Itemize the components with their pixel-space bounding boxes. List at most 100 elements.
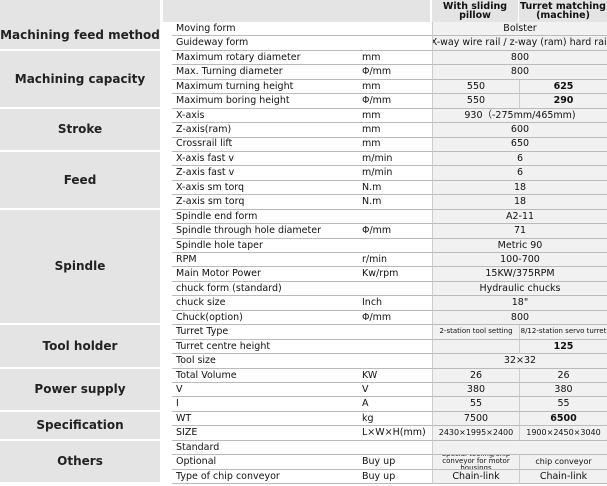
- value: 800: [432, 310, 607, 326]
- value: 550: [432, 79, 519, 95]
- param-label: Turret centre height: [172, 340, 360, 355]
- unit: N.m: [360, 181, 432, 196]
- unit: N.m: [360, 195, 432, 210]
- unit: V: [360, 383, 432, 398]
- unit: L×W×H(mm): [360, 426, 432, 441]
- value: 125: [519, 339, 607, 355]
- value: 2-station tool setting: [432, 325, 519, 340]
- unit: Φ/mm: [360, 224, 432, 239]
- param-label: Spindle through hole diameter: [172, 224, 360, 239]
- value: 800: [432, 50, 607, 66]
- group-label: Machining capacity: [0, 50, 160, 109]
- unit: KW: [360, 369, 432, 383]
- value-empty: [432, 440, 607, 456]
- value: 550: [432, 94, 519, 109]
- column-header: Turret matching (machine): [519, 0, 607, 22]
- value: 650: [432, 137, 607, 152]
- unit-empty: [360, 325, 432, 340]
- unit: Buy up: [360, 470, 432, 485]
- param-label: Maximum boring height: [172, 94, 360, 109]
- value: 55: [432, 397, 519, 412]
- value: 1900×2450×3040: [519, 426, 607, 441]
- group-label: Specification: [0, 411, 160, 441]
- unit-empty: [360, 239, 432, 254]
- unit: m/min: [360, 152, 432, 167]
- unit: r/min: [360, 253, 432, 268]
- unit: Kw/rpm: [360, 267, 432, 282]
- unit: mm: [360, 138, 432, 152]
- value: 600: [432, 123, 607, 138]
- unit-empty: [360, 282, 432, 297]
- value: 100-700: [432, 253, 607, 268]
- param-label: Maximum rotary diameter: [172, 51, 360, 66]
- group-label: Tool holder: [0, 325, 160, 369]
- param-label: Maximum turning height: [172, 80, 360, 95]
- unit: m/min: [360, 166, 432, 181]
- unit: mm: [360, 123, 432, 138]
- value: Bolster: [432, 22, 607, 37]
- unit-empty: [360, 22, 432, 37]
- param-label: X-axis sm torq: [172, 181, 360, 196]
- group-label: Feed: [0, 151, 160, 210]
- param-label: Max. Turning diameter: [172, 65, 360, 80]
- value: 7500: [432, 411, 519, 427]
- unit: mm: [360, 80, 432, 95]
- value: 930（-275mm/465mm): [432, 108, 607, 124]
- value: 625: [519, 79, 607, 95]
- param-label: V: [172, 383, 360, 398]
- unit-empty: [360, 210, 432, 225]
- unit: mm: [360, 51, 432, 66]
- group-label: Stroke: [0, 108, 160, 152]
- value: 18: [432, 195, 607, 210]
- value-empty: [432, 339, 519, 355]
- unit: kg: [360, 412, 432, 427]
- param-label: Z-axis fast v: [172, 166, 360, 181]
- value: 26: [432, 368, 519, 383]
- unit-empty: [360, 441, 432, 456]
- param-label: Turret Type: [172, 325, 360, 340]
- param-label: Guideway form: [172, 36, 360, 51]
- value: 6: [432, 166, 607, 181]
- param-label: Moving form: [172, 22, 360, 37]
- value: 6: [432, 151, 607, 167]
- unit-empty: [360, 340, 432, 355]
- value: Chain-link: [519, 469, 607, 485]
- value: 18: [432, 180, 607, 196]
- param-label: Spindle hole taper: [172, 239, 360, 254]
- column-header: With sliding pillow: [432, 0, 518, 22]
- param-label: Tool size: [172, 354, 360, 369]
- param-label: Z-axis(ram): [172, 123, 360, 138]
- param-label: Crossrail lift: [172, 138, 360, 152]
- param-label: Total Volume: [172, 369, 360, 383]
- group-label: Machining feed method: [0, 22, 160, 51]
- unit: Φ/mm: [360, 311, 432, 326]
- value: 380: [519, 383, 607, 398]
- header-blank: [0, 0, 160, 22]
- param-label: Optional: [172, 455, 360, 470]
- value: Chain-link: [432, 469, 519, 485]
- param-label: chuck form (standard): [172, 282, 360, 297]
- unit: A: [360, 397, 432, 412]
- param-label: Spindle end form: [172, 210, 360, 225]
- unit: Inch: [360, 296, 432, 311]
- unit-empty: [360, 354, 432, 369]
- value: X-way wire rail / z-way (ram) hard rail: [432, 36, 607, 51]
- group-label: Spindle: [0, 209, 160, 326]
- param-label: Z-axis sm torq: [172, 195, 360, 210]
- unit: Φ/mm: [360, 65, 432, 80]
- value: 290: [519, 94, 607, 109]
- param-label: X-axis: [172, 109, 360, 124]
- value: 380: [432, 383, 519, 398]
- param-label: Main Motor Power: [172, 267, 360, 282]
- unit: Buy up: [360, 455, 432, 470]
- param-label: I: [172, 397, 360, 412]
- value: A2-11: [432, 209, 607, 225]
- param-label: RPM: [172, 253, 360, 268]
- value: Special tooling/chip conveyor for motor …: [432, 455, 519, 470]
- unit-empty: [360, 36, 432, 51]
- value: 6500: [519, 411, 607, 427]
- param-label: WT: [172, 412, 360, 427]
- param-label: Chuck(option): [172, 311, 360, 326]
- value: 800: [432, 65, 607, 80]
